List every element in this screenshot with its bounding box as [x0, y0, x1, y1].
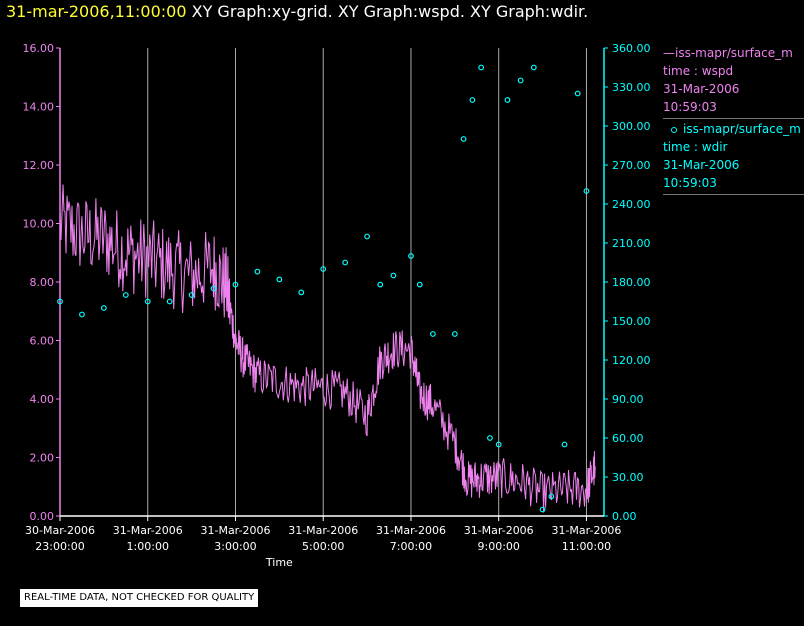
- x-tick-date: 31-Mar-2006: [288, 524, 358, 537]
- wdir-point: [210, 285, 217, 292]
- right-tick-label: 150.00: [612, 315, 651, 328]
- left-tick-label: 12.00: [23, 159, 55, 172]
- wdir-point: [561, 441, 568, 448]
- wdir-point: [574, 90, 581, 97]
- legend: —iss-mapr/surface_m time : wspd 31-Mar-2…: [663, 44, 804, 196]
- right-tick-label: 120.00: [612, 354, 651, 367]
- right-tick-label: 180.00: [612, 276, 651, 289]
- wdir-point: [416, 281, 423, 288]
- wdir-point: [377, 281, 384, 288]
- wdir-point: [57, 298, 63, 305]
- legend-series-name: iss-mapr/surface_m: [675, 46, 793, 60]
- wdir-point: [583, 188, 590, 194]
- wdir-point: [320, 266, 327, 272]
- wdir-point: [342, 259, 349, 266]
- wspd-series-line: [59, 184, 596, 513]
- legend-time: 10:59:03: [663, 100, 717, 114]
- wdir-point: [478, 64, 485, 71]
- x-tick-time: 11:00:00: [562, 540, 611, 553]
- wdir-point: [469, 97, 476, 103]
- wdir-point: [254, 268, 261, 275]
- x-tick-date: 31-Mar-2006: [113, 524, 183, 537]
- legend-line-icon: —: [663, 46, 675, 60]
- wdir-point: [539, 506, 546, 513]
- right-tick-label: 270.00: [612, 159, 651, 172]
- wdir-point: [487, 435, 493, 441]
- x-tick-time: 5:00:00: [302, 540, 344, 553]
- x-tick-time: 23:00:00: [35, 540, 84, 553]
- wdir-point: [430, 331, 436, 337]
- left-tick-label: 8.00: [30, 276, 55, 289]
- legend-label: time : wdir: [663, 140, 728, 154]
- left-tick-label: 14.00: [23, 101, 55, 114]
- legend-series-name: iss-mapr/surface_m: [683, 122, 801, 136]
- wdir-point: [232, 281, 239, 288]
- left-tick-label: 6.00: [30, 335, 55, 348]
- wdir-point: [495, 441, 502, 448]
- wdir-point: [144, 298, 151, 305]
- title-graphs: XY Graph:xy-grid. XY Graph:wspd. XY Grap…: [191, 2, 589, 21]
- wdir-point: [530, 64, 537, 71]
- wdir-point: [122, 292, 129, 298]
- legend-label: time : wspd: [663, 64, 734, 78]
- wdir-point: [166, 298, 173, 305]
- wdir-point: [390, 272, 397, 279]
- graph-title: 31-mar-2006,11:00:00 XY Graph:xy-grid. X…: [6, 0, 588, 24]
- legend-marker-icon: [671, 126, 677, 133]
- right-tick-label: 60.00: [612, 432, 644, 445]
- right-tick-label: 30.00: [612, 471, 644, 484]
- legend-entry-wdir: iss-mapr/surface_m time : wdir 31-Mar-20…: [663, 120, 804, 195]
- title-timestamp: 31-mar-2006,11:00:00: [6, 2, 187, 21]
- wdir-point: [548, 493, 555, 500]
- wdir-point: [100, 305, 107, 311]
- wdir-point: [451, 331, 458, 337]
- wdir-point: [298, 289, 305, 296]
- x-tick-date: 31-Mar-2006: [200, 524, 270, 537]
- left-tick-label: 0.00: [30, 510, 55, 523]
- x-axis-label: Time: [265, 556, 293, 569]
- x-tick-date: 31-Mar-2006: [464, 524, 534, 537]
- x-tick-time: 1:00:00: [127, 540, 169, 553]
- legend-time: 10:59:03: [663, 176, 717, 190]
- legend-date: 31-Mar-2006: [663, 82, 740, 96]
- legend-entry-wspd: —iss-mapr/surface_m time : wspd 31-Mar-2…: [663, 44, 804, 119]
- x-tick-date: 31-Mar-2006: [551, 524, 621, 537]
- wdir-point: [517, 77, 524, 84]
- x-tick-date: 31-Mar-2006: [376, 524, 446, 537]
- x-tick-time: 9:00:00: [478, 540, 520, 553]
- left-tick-label: 4.00: [30, 393, 55, 406]
- x-tick-date: 30-Mar-2006: [25, 524, 95, 537]
- left-tick-label: 10.00: [23, 218, 55, 231]
- right-tick-label: 0.00: [612, 510, 637, 523]
- wdir-point: [276, 276, 283, 283]
- wdir-point: [79, 311, 85, 318]
- right-tick-label: 240.00: [612, 198, 651, 211]
- right-tick-label: 300.00: [612, 120, 651, 133]
- right-tick-label: 210.00: [612, 237, 651, 250]
- quality-disclaimer: REAL-TIME DATA, NOT CHECKED FOR QUALITY: [20, 589, 259, 607]
- wdir-point: [460, 136, 467, 142]
- legend-date: 31-Mar-2006: [663, 158, 740, 172]
- wdir-point: [364, 233, 370, 240]
- wdir-point: [504, 97, 511, 103]
- left-tick-label: 2.00: [30, 452, 55, 465]
- left-tick-label: 16.00: [23, 42, 55, 55]
- x-tick-time: 7:00:00: [390, 540, 432, 553]
- wdir-point: [408, 253, 414, 259]
- x-tick-time: 3:00:00: [214, 540, 256, 553]
- right-tick-label: 360.00: [612, 42, 651, 55]
- right-tick-label: 330.00: [612, 81, 651, 94]
- right-tick-label: 90.00: [612, 393, 644, 406]
- wdir-point: [188, 292, 195, 298]
